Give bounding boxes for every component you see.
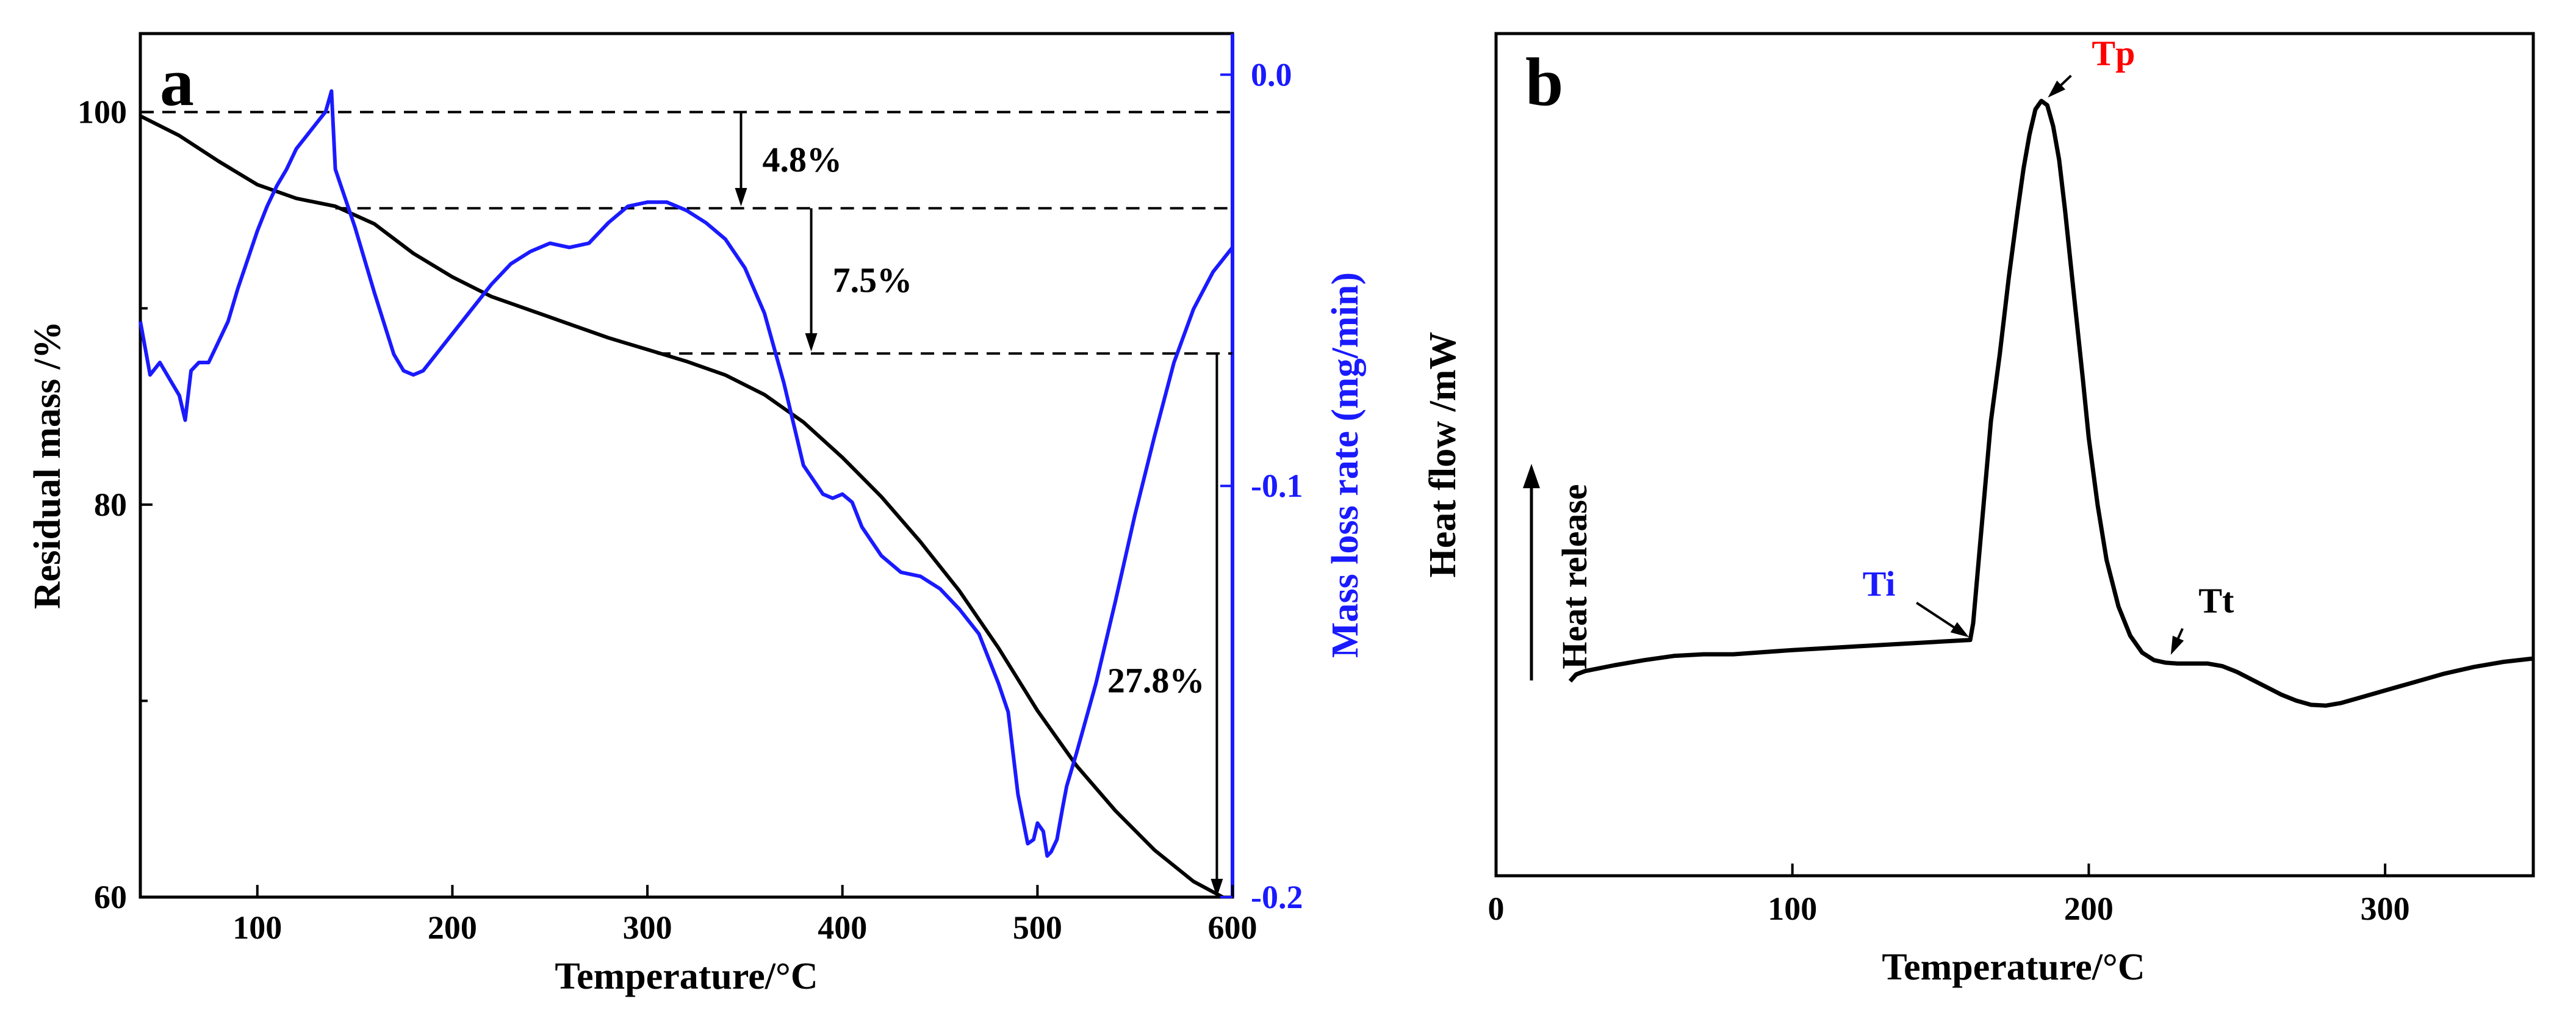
panel-b-y-axis-label: Heat flow /mW [1422, 332, 1464, 578]
panel-b-series [1568, 98, 2534, 708]
a-x-tick-label: 300 [623, 909, 672, 946]
panel-a-y-ticks: 60 80 100 [77, 94, 153, 915]
panel-b-annotations: Ti Tp Tt [1863, 33, 2234, 655]
b-x-tick-label: 300 [2361, 890, 2410, 927]
a-y-tick-label: 60 [94, 879, 127, 915]
step-label-0: 4.8% [763, 140, 843, 179]
a-y-tick-label: 100 [77, 94, 127, 131]
annotation-arrowhead-tp [2048, 81, 2066, 98]
step-arrowhead-1 [805, 333, 818, 352]
step-arrowhead-0 [735, 188, 747, 206]
a-y2-tick-label: -0.2 [1251, 879, 1303, 915]
panel-a-guides [140, 34, 1234, 897]
panel-a-series [139, 89, 1234, 899]
a-x-tick-label: 600 [1208, 909, 1257, 946]
annotation-arrowhead-tt [2170, 635, 2184, 655]
heat-release-indicator: Heat release [1523, 464, 1594, 680]
panel-a-x-axis-label: Temperature/°C [555, 956, 818, 997]
a-x-tick-label: 200 [428, 909, 477, 946]
panel-b: Ti Tp Tt 0 100 200 300 b Temperature/°C Heat … [1422, 32, 2535, 988]
panel-a-x-ticks: 100 200 300 400 500 600 [232, 885, 1257, 946]
annotation-label-tt: Tt [2198, 580, 2234, 620]
a-x-tick-label: 400 [818, 909, 867, 946]
a-y2-tick-label: 0.0 [1251, 56, 1292, 93]
annotation-label-tp: Tp [2092, 33, 2135, 73]
residual-mass-line [139, 114, 1224, 899]
step-arrowhead-2 [1211, 879, 1223, 897]
panel-a-plot-frame [139, 32, 1234, 899]
a-x-tick-label: 100 [232, 909, 282, 946]
a-y2-tick-label: -0.1 [1251, 467, 1303, 504]
annotation-label-ti: Ti [1863, 564, 1896, 604]
annotation-arrow-tp [2058, 74, 2072, 88]
a-x-tick-label: 500 [1013, 909, 1062, 946]
b-x-tick-label: 0 [1488, 890, 1505, 927]
panel-a-y-axis-label: Residual mass /% [27, 321, 68, 609]
mass-loss-rate-line [139, 89, 1234, 858]
panel-b-x-axis-label: Temperature/°C [1882, 947, 2145, 988]
panel-a-letter: a [160, 45, 194, 120]
panel-b-letter: b [1525, 45, 1563, 120]
panel-a-step-arrows: 4.8% 7.5% 27.8% [735, 112, 1223, 897]
step-label-1: 7.5% [833, 261, 913, 300]
step-label-2: 27.8% [1107, 661, 1205, 701]
annotation-arrow-ti [1916, 602, 1957, 630]
b-x-tick-label: 100 [1768, 890, 1817, 927]
a-y-tick-label: 80 [94, 486, 127, 523]
panel-b-plot-frame [1494, 32, 2535, 878]
annotation-arrowhead-ti [1950, 622, 1970, 638]
panel-b-x-ticks: 0 100 200 300 [1488, 864, 2410, 927]
panel-a: 4.8% 7.5% 27.8% 100 200 300 400 500 600 60 80 100… [27, 32, 1366, 997]
panel-a-y2-ticks: 0.0 -0.1 -0.2 [1220, 56, 1303, 915]
b-x-tick-label: 200 [2064, 890, 2114, 927]
heat-release-label: Heat release [1555, 484, 1594, 669]
heat-flow-line [1568, 98, 2534, 708]
panel-a-y2-axis-label: Mass loss rate (mg/min) [1325, 272, 1366, 658]
heat-release-arrowhead [1523, 464, 1540, 488]
